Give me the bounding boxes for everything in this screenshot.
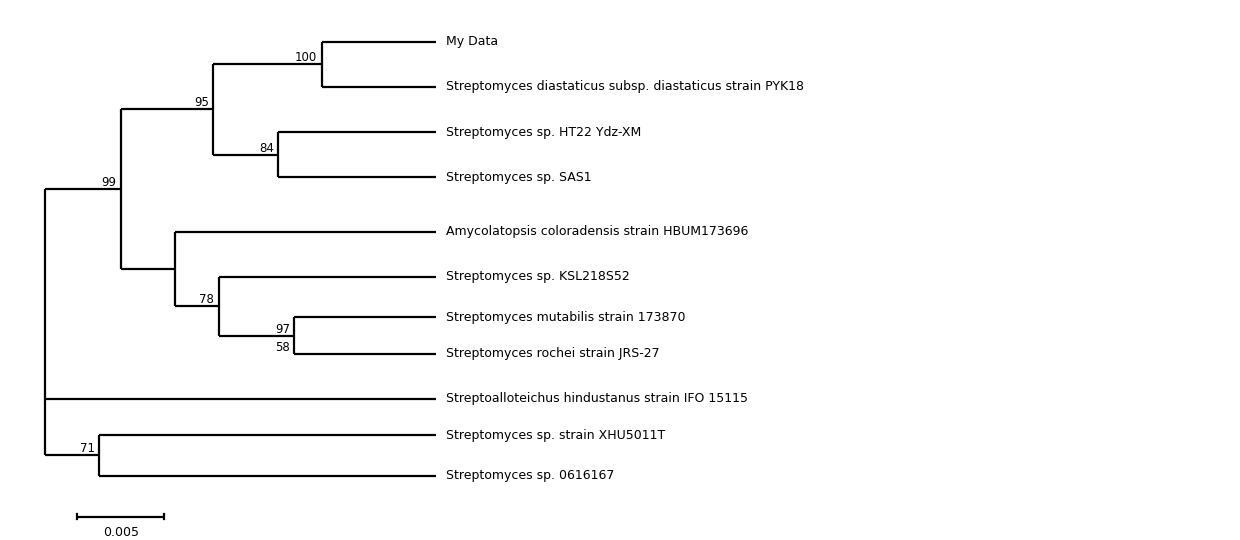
Text: 99: 99 [102,176,117,189]
Text: 97: 97 [275,322,290,335]
Text: 84: 84 [259,141,274,154]
Text: Streptomyces sp. HT22 Ydz-XM: Streptomyces sp. HT22 Ydz-XM [446,125,641,139]
Text: Streptomyces sp. 0616167: Streptomyces sp. 0616167 [446,469,615,482]
Text: Amycolatopsis coloradensis strain HBUM173696: Amycolatopsis coloradensis strain HBUM17… [446,225,749,238]
Text: Streptomyces mutabilis strain 173870: Streptomyces mutabilis strain 173870 [446,311,686,324]
Text: 100: 100 [295,51,317,64]
Text: 95: 95 [193,97,208,110]
Text: Streptomyces sp. KSL218S52: Streptomyces sp. KSL218S52 [446,271,630,284]
Text: Streptoalloteichus hindustanus strain IFO 15115: Streptoalloteichus hindustanus strain IF… [446,393,749,406]
Text: 78: 78 [200,293,215,306]
Text: 58: 58 [275,341,290,354]
Text: Streptomyces sp. SAS1: Streptomyces sp. SAS1 [446,171,591,184]
Text: Streptomyces sp. strain XHU5011T: Streptomyces sp. strain XHU5011T [446,429,666,442]
Text: Streptomyces diastaticus subsp. diastaticus strain PYK18: Streptomyces diastaticus subsp. diastati… [446,80,805,93]
Text: Streptomyces rochei strain JRS-27: Streptomyces rochei strain JRS-27 [446,347,660,360]
Text: 0.005: 0.005 [103,526,139,539]
Text: My Data: My Data [446,35,498,48]
Text: 71: 71 [79,442,94,455]
